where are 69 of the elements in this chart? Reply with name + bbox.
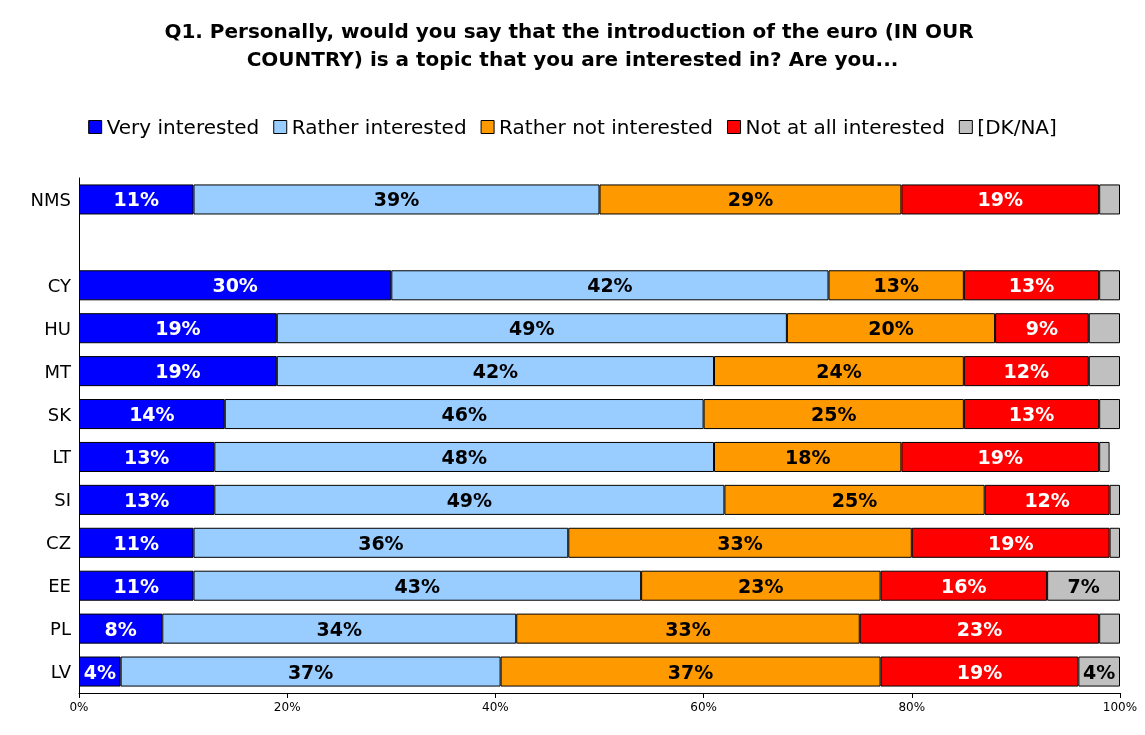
x-tick-label: 40% bbox=[482, 700, 509, 714]
data-label: 37% bbox=[287, 660, 334, 683]
y-tick-label: SK bbox=[47, 403, 73, 425]
chart-title: Q1. Personally, would you say that the introduction of the euro (IN OUR COUNTRY) is a topic that you are interested in? Are you... bbox=[164, 19, 981, 71]
data-label: 7% bbox=[1067, 574, 1100, 597]
data-label: 4% bbox=[1083, 660, 1116, 683]
data-label: 25% bbox=[810, 403, 857, 426]
data-label: 20% bbox=[868, 317, 914, 340]
x-tick-label: 60% bbox=[690, 700, 717, 714]
data-label: 12% bbox=[1003, 360, 1050, 383]
y-tick-label: EE bbox=[48, 575, 71, 597]
data-label: 49% bbox=[446, 488, 493, 511]
legend-label: [DK/NA] bbox=[977, 115, 1057, 139]
y-tick-label: SI bbox=[54, 489, 71, 511]
data-label: 9% bbox=[1025, 317, 1059, 340]
data-label: 30% bbox=[212, 274, 258, 297]
data-label: 46% bbox=[441, 403, 487, 426]
y-tick-label: LT bbox=[52, 446, 72, 468]
data-label: 13% bbox=[123, 488, 170, 511]
y-tick-label: MT bbox=[44, 360, 72, 382]
data-label: 34% bbox=[316, 617, 362, 640]
data-label: 43% bbox=[394, 574, 441, 597]
y-tick-label: NMS bbox=[30, 188, 71, 210]
data-label: 16% bbox=[941, 574, 987, 597]
x-tick-label: 20% bbox=[273, 700, 301, 714]
data-label: 19% bbox=[977, 445, 1024, 468]
data-label: 42% bbox=[587, 274, 633, 297]
data-label: 19% bbox=[155, 317, 201, 340]
data-label: 13% bbox=[1008, 274, 1055, 297]
data-label: 18% bbox=[784, 445, 831, 468]
data-label: 13% bbox=[123, 445, 170, 468]
legend-label: Not at all interested bbox=[745, 115, 945, 139]
y-tick-label: LV bbox=[50, 661, 72, 683]
data-label: 23% bbox=[956, 617, 1003, 640]
data-label: 29% bbox=[727, 188, 774, 211]
data-label: 19% bbox=[956, 660, 1003, 683]
y-tick-label: CY bbox=[47, 274, 72, 296]
legend-label: Rather not interested bbox=[499, 115, 714, 139]
data-label: 39% bbox=[373, 188, 420, 211]
data-label: 36% bbox=[358, 531, 404, 554]
data-label: 12% bbox=[1024, 488, 1070, 511]
data-label: 4% bbox=[83, 660, 116, 683]
data-label: 13% bbox=[1008, 403, 1055, 426]
data-label: 33% bbox=[717, 531, 763, 554]
legend-label: Very interested bbox=[106, 115, 260, 139]
data-label: 8% bbox=[104, 617, 137, 640]
x-tick-label: 80% bbox=[898, 700, 926, 714]
data-label: 33% bbox=[665, 617, 711, 640]
data-label: 13% bbox=[873, 274, 919, 297]
data-label: 19% bbox=[987, 531, 1034, 554]
data-label: 23% bbox=[738, 574, 784, 597]
data-label: 24% bbox=[816, 360, 862, 383]
y-tick-label: PL bbox=[50, 618, 71, 640]
legend-label: Rather interested bbox=[291, 115, 467, 139]
x-tick-label: 0% bbox=[69, 700, 89, 714]
x-tick-label: 100% bbox=[1102, 700, 1138, 714]
data-label: 49% bbox=[509, 317, 555, 340]
data-label: 37% bbox=[667, 660, 714, 683]
data-label: 42% bbox=[472, 360, 519, 383]
data-label: 48% bbox=[441, 445, 487, 468]
data-label: 11% bbox=[113, 574, 159, 597]
data-label: 11% bbox=[113, 531, 159, 554]
data-label: 19% bbox=[155, 360, 201, 383]
data-label: 19% bbox=[977, 188, 1024, 211]
data-label: 25% bbox=[831, 488, 878, 511]
y-tick-label: HU bbox=[44, 317, 71, 339]
y-tick-label: CZ bbox=[46, 532, 71, 554]
data-label: 14% bbox=[129, 403, 175, 426]
data-label: 11% bbox=[113, 188, 159, 211]
